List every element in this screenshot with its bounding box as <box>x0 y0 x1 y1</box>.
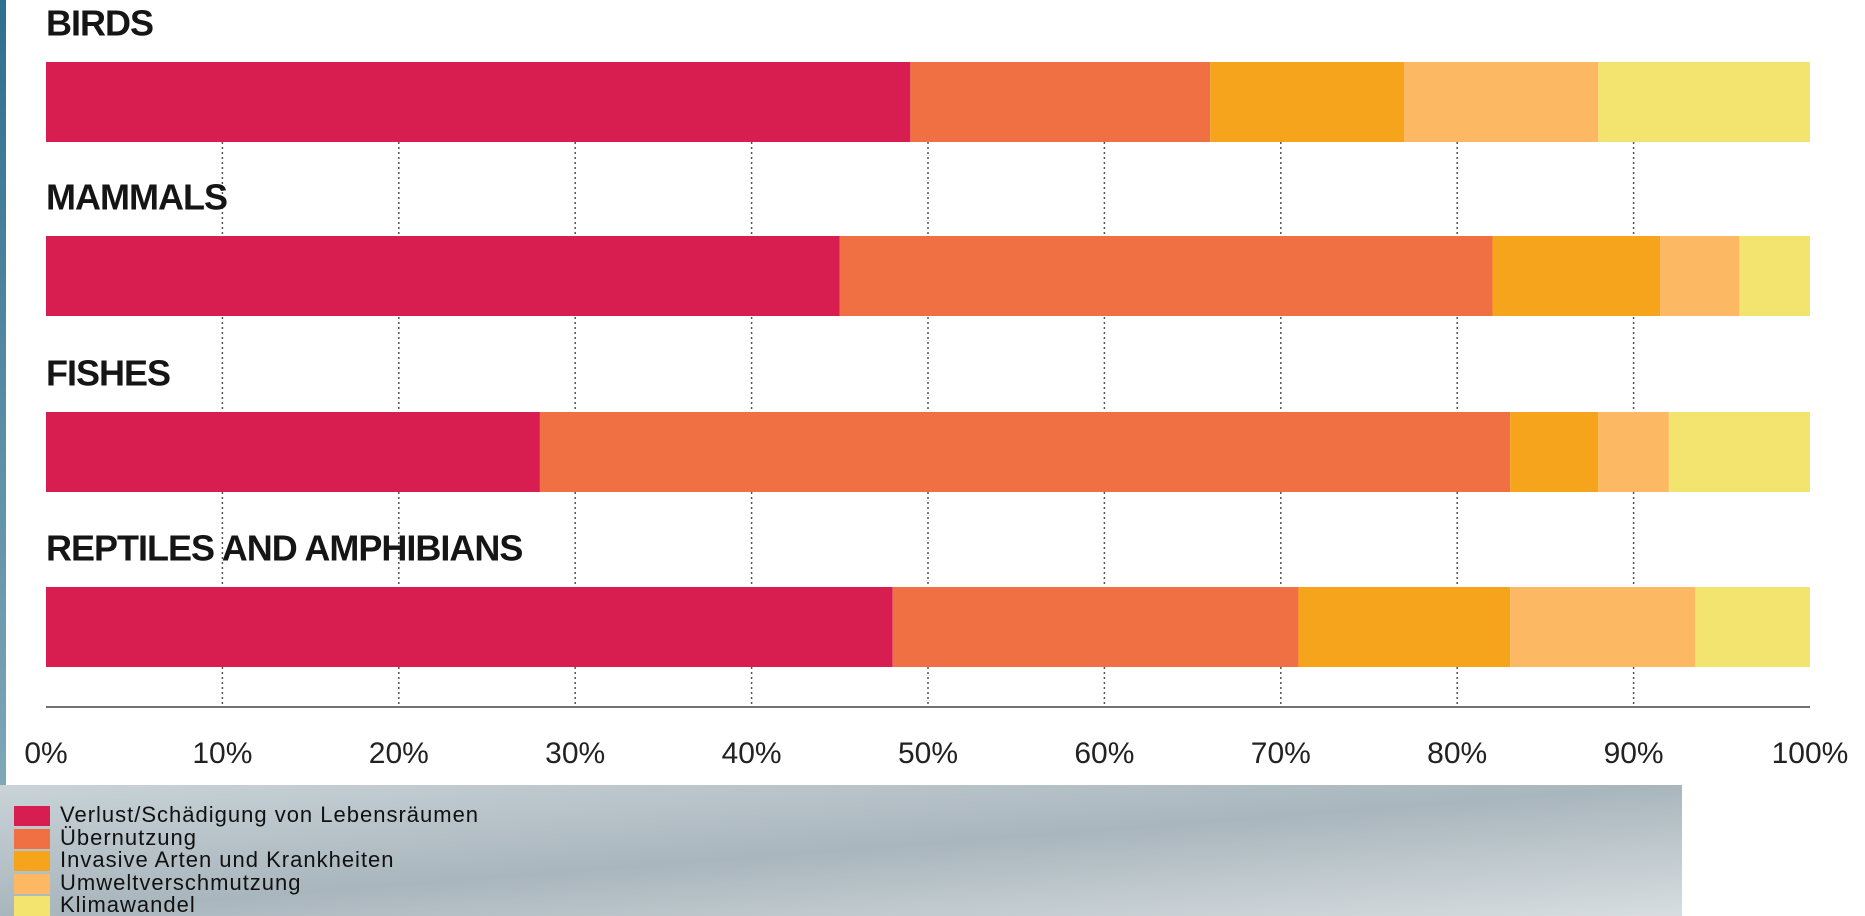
legend-background <box>0 785 1682 916</box>
background-edge <box>0 0 6 785</box>
bar-segment <box>539 412 1511 492</box>
bar-segment <box>46 412 540 492</box>
bar-segment <box>1695 587 1810 667</box>
x-tick-label: 100% <box>1772 737 1849 770</box>
bar-segment <box>892 587 1299 667</box>
bar-segment <box>839 236 1493 316</box>
x-tick-label: 90% <box>1604 737 1664 770</box>
bar-segment <box>1510 587 1696 667</box>
category-label: REPTILES AND AMPHIBIANS <box>46 528 522 569</box>
legend-label: Verlust/Schädigung von Lebensräumen <box>60 802 479 827</box>
x-tick-label: 70% <box>1251 737 1311 770</box>
bar-segment <box>1660 236 1740 316</box>
legend-label: Übernutzung <box>60 825 197 850</box>
legend-swatch <box>14 896 50 916</box>
legend-swatch <box>14 851 50 871</box>
legend-swatch <box>14 874 50 894</box>
legend-label: Klimawandel <box>60 892 196 916</box>
bar-segment <box>1668 412 1810 492</box>
bar-segment <box>1598 62 1810 142</box>
bar-segment <box>1598 412 1669 492</box>
bar-segment <box>1404 62 1599 142</box>
bar-segment <box>1492 236 1661 316</box>
x-tick-label: 20% <box>369 737 429 770</box>
x-tick-label: 40% <box>722 737 782 770</box>
bar-segment <box>910 62 1211 142</box>
bar-segment <box>46 587 893 667</box>
bar-segment <box>46 236 840 316</box>
bar-segment <box>46 62 911 142</box>
x-tick-label: 10% <box>192 737 252 770</box>
legend-swatch <box>14 806 50 826</box>
bar-segment <box>1210 62 1405 142</box>
bar-segment <box>1510 412 1599 492</box>
bar-segment <box>1298 587 1511 667</box>
category-label: BIRDS <box>46 3 153 44</box>
category-label: FISHES <box>46 353 170 394</box>
legend-label: Invasive Arten und Krankheiten <box>60 847 395 872</box>
category-label: MAMMALS <box>46 177 227 218</box>
x-tick-label: 30% <box>545 737 605 770</box>
x-tick-label: 80% <box>1427 737 1487 770</box>
legend-label: Umweltverschmutzung <box>60 870 302 895</box>
bar-segment <box>1739 236 1810 316</box>
x-tick-label: 60% <box>1074 737 1134 770</box>
x-tick-label: 0% <box>24 737 67 770</box>
legend-swatch <box>14 829 50 849</box>
x-tick-label: 50% <box>898 737 958 770</box>
